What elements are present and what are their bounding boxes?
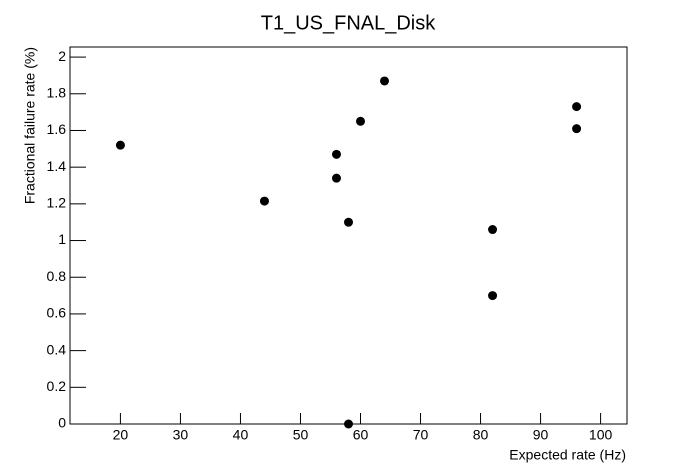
chart-title: T1_US_FNAL_Disk <box>261 12 437 34</box>
x-axis-label: Expected rate (Hz) <box>509 447 626 463</box>
x-tick-label: 100 <box>589 427 613 443</box>
y-axis-label: Fractional failure rate (%) <box>22 47 38 204</box>
x-tick-label: 70 <box>413 427 429 443</box>
point <box>259 196 269 206</box>
x-tick-label: 60 <box>353 427 369 443</box>
y-tick-label: 1.8 <box>47 84 67 100</box>
point <box>572 102 582 112</box>
y-tick-label: 0.2 <box>47 378 67 394</box>
point <box>344 419 353 429</box>
y-tick-label: 1.6 <box>47 121 67 137</box>
point <box>344 217 353 227</box>
y-tick-label: 0.4 <box>47 341 67 357</box>
y-tick-label: 0.6 <box>47 305 67 321</box>
point <box>572 124 582 134</box>
x-tick-label: 40 <box>233 427 249 443</box>
point <box>380 76 390 86</box>
y-tick-label: 0 <box>58 415 66 431</box>
x-tick-label: 50 <box>293 427 309 443</box>
point <box>115 140 125 150</box>
y-tick-label: 1.2 <box>47 195 67 211</box>
x-tick-label: 90 <box>533 427 549 443</box>
point <box>331 149 341 159</box>
y-tick-label: 1.4 <box>47 158 67 174</box>
point <box>488 291 498 301</box>
point <box>488 225 498 235</box>
point <box>356 116 366 126</box>
y-tick-label: 1 <box>58 231 66 247</box>
x-tick-label: 80 <box>473 427 489 443</box>
y-tick-label: 2 <box>58 48 66 64</box>
x-tick-label: 30 <box>173 427 189 443</box>
x-tick-label: 20 <box>113 427 129 443</box>
y-tick-label: 0.8 <box>47 268 67 284</box>
point <box>331 173 341 183</box>
